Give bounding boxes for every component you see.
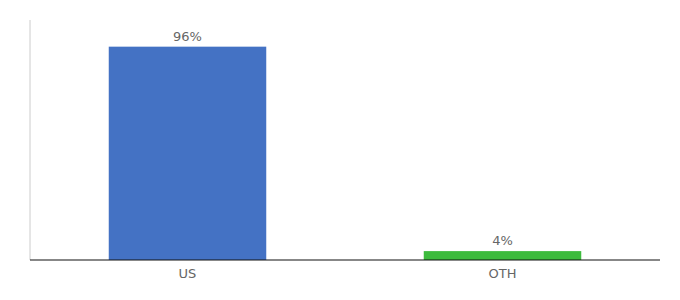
chart-svg: US OTH 96% 4%	[0, 0, 680, 300]
x-tick-label: US	[179, 266, 197, 281]
bars	[109, 47, 582, 260]
bar	[109, 47, 267, 260]
bar	[424, 251, 582, 260]
y-axis-line	[30, 20, 31, 260]
data-label: 96%	[173, 29, 202, 44]
data-label: 4%	[492, 233, 513, 248]
x-axis-line	[30, 259, 660, 260]
x-tick-label: OTH	[489, 266, 517, 281]
chart-container: US OTH 96% 4%	[0, 0, 680, 300]
